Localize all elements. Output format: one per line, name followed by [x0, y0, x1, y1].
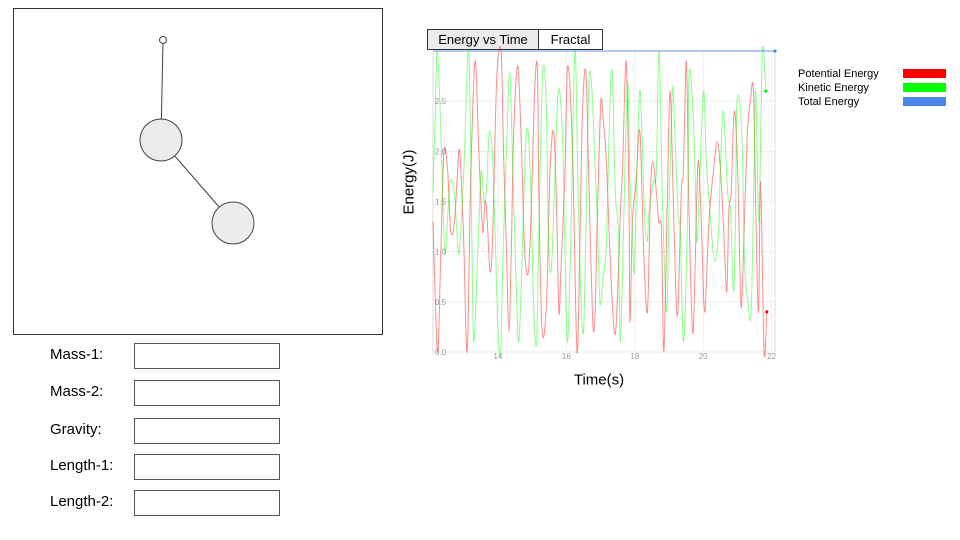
- y-tick-label: 2.5: [435, 97, 447, 106]
- mass-2-label: Mass-2:: [50, 383, 104, 400]
- kinetic-energy-line: [432, 46, 767, 357]
- energy-chart-svg: 14 16 18 20 22 0.0 0.5 1.0 1.5 2.0 2.5: [432, 46, 777, 361]
- legend-swatch-potential: [903, 69, 946, 78]
- potential-energy-end-marker: [765, 310, 769, 314]
- legend-swatch-kinetic: [903, 83, 946, 92]
- bob-2[interactable]: [211, 201, 255, 245]
- legend-swatch-total: [903, 97, 946, 106]
- potential-energy-line: [432, 46, 768, 358]
- y-tick-label: 1.0: [435, 248, 447, 257]
- gravity-label: Gravity:: [50, 421, 102, 438]
- mass-1-input[interactable]: [134, 343, 280, 369]
- x-tick-label: 16: [562, 352, 571, 361]
- x-tick-label: 20: [699, 352, 708, 361]
- legend-item-potential: Potential Energy: [798, 67, 958, 81]
- energy-chart: 14 16 18 20 22 0.0 0.5 1.0 1.5 2.0 2.5: [420, 46, 790, 366]
- gravity-input[interactable]: [134, 418, 280, 444]
- x-tick-label: 14: [494, 352, 503, 361]
- pendulum-drawing: [139, 36, 255, 245]
- pivot-point[interactable]: [159, 36, 167, 44]
- x-axis-label: Time(s): [573, 371, 625, 389]
- tab-fractal[interactable]: Fractal: [538, 29, 603, 50]
- legend-item-kinetic: Kinetic Energy: [798, 81, 958, 95]
- legend-label-kinetic: Kinetic Energy: [798, 82, 869, 94]
- length-1-label: Length-1:: [50, 457, 114, 474]
- y-tick-label: 2.0: [435, 147, 447, 156]
- length-1-input[interactable]: [134, 454, 280, 480]
- pendulum-canvas[interactable]: [13, 8, 383, 335]
- kinetic-energy-end-marker: [764, 89, 768, 93]
- x-tick-label: 18: [630, 352, 639, 361]
- y-tick-label: 0.0: [435, 348, 447, 357]
- legend-item-total: Total Energy: [798, 95, 958, 109]
- tab-energy-vs-time[interactable]: Energy vs Time: [427, 29, 539, 50]
- x-tick-label: 22: [767, 352, 776, 361]
- mass-1-label: Mass-1:: [50, 346, 104, 363]
- bob-1[interactable]: [139, 118, 183, 162]
- y-tick-label: 1.5: [435, 198, 447, 207]
- length-2-input[interactable]: [134, 490, 280, 516]
- mass-2-input[interactable]: [134, 380, 280, 406]
- length-2-label: Length-2:: [50, 493, 114, 510]
- y-axis-label: Energy(J): [400, 149, 418, 215]
- legend-label-potential: Potential Energy: [798, 68, 879, 80]
- y-tick-label: 0.5: [435, 298, 447, 307]
- total-energy-end-marker: [773, 49, 777, 53]
- chart-legend: Potential Energy Kinetic Energy Total En…: [798, 67, 958, 109]
- legend-label-total: Total Energy: [798, 96, 860, 108]
